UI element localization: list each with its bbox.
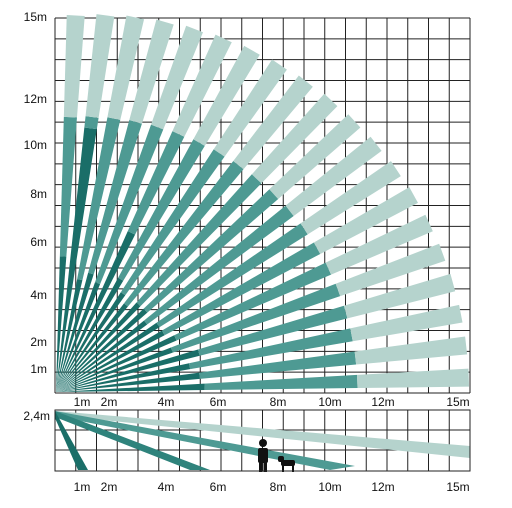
x-label: 6m xyxy=(210,395,227,409)
beam-segment xyxy=(56,308,148,392)
top-beams xyxy=(56,14,470,393)
beam-segment xyxy=(56,256,67,392)
beam-segment xyxy=(95,124,164,285)
x-label: 10m xyxy=(318,480,341,494)
beam-segment xyxy=(85,14,115,118)
beam-segment xyxy=(56,277,124,392)
beam-segment xyxy=(354,336,468,365)
beam-segment xyxy=(193,45,260,146)
beam-segment xyxy=(357,368,470,389)
x-label: 1m xyxy=(74,395,91,409)
beam-segment xyxy=(56,279,83,392)
x-label: 2m xyxy=(101,480,118,494)
x-label: 8m xyxy=(270,480,287,494)
beam-segment xyxy=(172,34,232,137)
beam-segment xyxy=(343,273,456,319)
beam-segment xyxy=(269,114,361,199)
beam-segment xyxy=(56,272,94,392)
y-label: 8m xyxy=(30,187,47,201)
x-label: 15m xyxy=(446,480,469,494)
beam-segment xyxy=(151,25,203,130)
side-beam xyxy=(55,411,88,470)
side-beam xyxy=(55,411,355,470)
side-frame xyxy=(54,409,471,472)
beam-segment xyxy=(88,120,142,275)
x-label: 4m xyxy=(158,395,175,409)
beam-segment xyxy=(170,283,341,353)
beam-segment xyxy=(300,161,401,235)
beam-segment xyxy=(120,149,225,296)
y-label: 1m xyxy=(30,362,47,376)
beam-segment xyxy=(107,15,145,120)
beam-segment xyxy=(156,223,308,328)
beam-segment xyxy=(56,127,97,393)
person-icon xyxy=(258,439,268,472)
beam-segment xyxy=(84,116,99,130)
beam-segment xyxy=(350,304,463,342)
y-label: 12m xyxy=(24,92,47,106)
y-label: 10m xyxy=(24,138,47,152)
beam-segment xyxy=(136,174,262,307)
beam-segment xyxy=(129,19,174,124)
beam-segment xyxy=(199,351,357,379)
beam-segment xyxy=(123,160,244,307)
x-label: 12m xyxy=(371,395,394,409)
beam-segment xyxy=(204,374,358,391)
beam-segment xyxy=(197,305,348,356)
beam-segment xyxy=(144,205,294,325)
x-label: 2m xyxy=(101,395,118,409)
beam-segment xyxy=(285,136,382,217)
y-label: 15m xyxy=(24,10,47,24)
beam-segment xyxy=(56,303,128,392)
beam-segment xyxy=(233,75,313,170)
x-label: 10m xyxy=(318,395,341,409)
beam-segment xyxy=(77,117,121,281)
x-label: 12m xyxy=(371,480,394,494)
beam-segment xyxy=(313,187,418,254)
beam-segment xyxy=(56,330,165,392)
beam-segment xyxy=(63,15,85,118)
beam-segment xyxy=(56,349,200,392)
beam-segment xyxy=(143,189,279,313)
beam-segment xyxy=(56,335,177,392)
x-label: 8m xyxy=(270,395,287,409)
dog-icon xyxy=(278,456,295,472)
x-label: 6m xyxy=(210,480,227,494)
beam-segment xyxy=(56,292,126,392)
beam-segment xyxy=(325,214,433,275)
side-beam xyxy=(55,411,210,470)
beam-segment xyxy=(56,363,191,392)
x-label: 15m xyxy=(446,395,469,409)
beam-segment xyxy=(56,282,101,392)
beam-segment xyxy=(335,243,446,297)
beam-segment xyxy=(189,328,353,370)
beam-segment xyxy=(251,93,338,184)
beam-segment xyxy=(174,262,332,341)
x-label: 1m xyxy=(74,480,91,494)
beam-segment xyxy=(56,372,200,392)
side-beams xyxy=(55,411,470,472)
side-beam xyxy=(55,411,470,458)
y-label: 2m xyxy=(30,335,47,349)
beam-segment xyxy=(127,131,185,235)
labels: 15m 12m 10m 8m 6m 4m 2m 1m 1m 2m 4m 6m 8m 10m 12m 15m 2,… xyxy=(23,10,469,494)
beam-segment xyxy=(161,242,321,336)
beam-segment xyxy=(56,322,160,392)
x-label: 4m xyxy=(158,480,175,494)
beam-segment xyxy=(56,302,141,392)
beam-segment xyxy=(56,231,136,392)
beam-segment xyxy=(118,139,205,281)
y-label: 4m xyxy=(30,288,47,302)
beam-segment xyxy=(56,347,173,392)
height-label: 2,4m xyxy=(23,409,50,423)
beam-segment xyxy=(56,383,205,392)
y-label: 6m xyxy=(30,235,47,249)
beam-segment xyxy=(59,116,77,257)
beam-segment xyxy=(213,59,287,157)
beam-segment xyxy=(56,320,148,392)
